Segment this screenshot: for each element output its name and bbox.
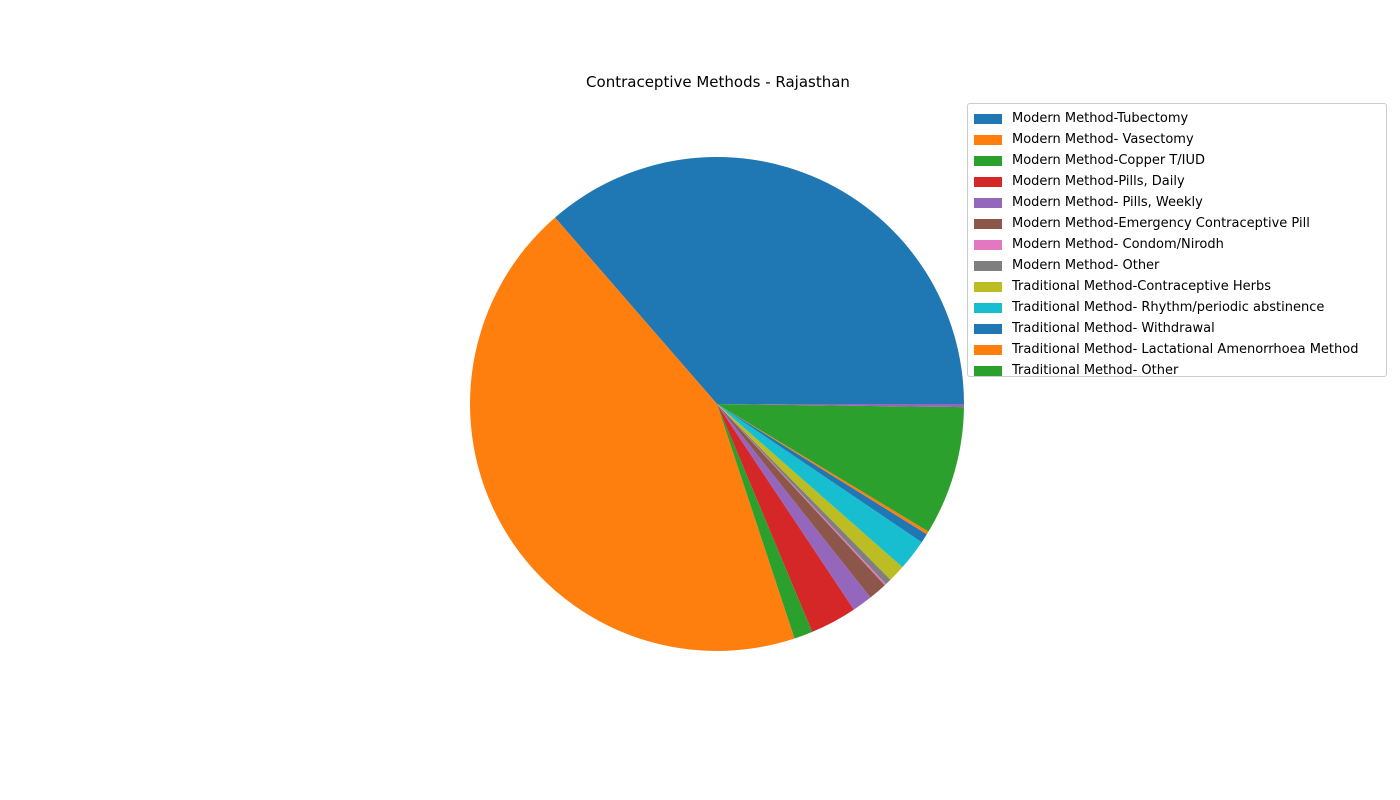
legend-item: Traditional Method- Other [974, 360, 1386, 381]
legend-item: Modern Method-Tubectomy [974, 108, 1386, 129]
legend-item: Modern Method-Copper T/IUD [974, 150, 1386, 171]
legend-item: Traditional Method-Contraceptive Herbs [974, 276, 1386, 297]
legend-label: Modern Method-Pills, Daily [1012, 174, 1185, 189]
legend-label: Modern Method-Copper T/IUD [1012, 153, 1206, 168]
legend-item: Modern Method-Emergency Contraceptive Pi… [974, 213, 1386, 234]
pie-slice-10 [717, 404, 927, 543]
legend-label: Traditional Method- Lactational Amenorrh… [1012, 342, 1359, 357]
legend-swatch [974, 260, 1002, 271]
pie-slice-7 [717, 404, 891, 585]
pie-slice-2 [717, 404, 813, 639]
legend-swatch [974, 176, 1002, 187]
pie-slice-13 [717, 404, 964, 408]
legend-swatch [974, 302, 1002, 313]
legend-label: Traditional Method- Withdrawal [1012, 321, 1215, 336]
legend-item: Traditional Method- Lactational Amenorrh… [974, 339, 1386, 360]
pie-slice-9 [717, 404, 922, 568]
legend-swatch [974, 344, 1002, 355]
legend-swatch [974, 239, 1002, 250]
legend-item: Modern Method- Other [974, 255, 1386, 276]
legend-item: Modern Method-Pills, Daily [974, 171, 1386, 192]
legend: Modern Method-Tubectomy Modern Method- Va… [967, 103, 1387, 378]
pie-slice-11 [717, 404, 929, 535]
legend-label: Traditional Method- Rhythm/periodic abst… [1012, 300, 1325, 315]
pie-slice-5 [717, 404, 885, 598]
pie-slice-6 [717, 404, 886, 586]
legend-label: Modern Method- Pills, Weekly [1012, 195, 1203, 210]
legend-swatch [974, 134, 1002, 145]
legend-label: Modern Method- Vasectomy [1012, 132, 1194, 147]
legend-item: Modern Method- Pills, Weekly [974, 192, 1386, 213]
pie-slice-3 [717, 404, 854, 632]
legend-label: Modern Method- Condom/Nirodh [1012, 237, 1224, 252]
legend-swatch [974, 113, 1002, 124]
legend-swatch [974, 323, 1002, 334]
legend-swatch [974, 155, 1002, 166]
legend-item: Traditional Method- Withdrawal [974, 318, 1386, 339]
pie-slice-8 [717, 404, 903, 580]
legend-swatch [974, 197, 1002, 208]
legend-label: Modern Method-Emergency Contraceptive Pi… [1012, 216, 1310, 231]
legend-item: Modern Method- Vasectomy [974, 129, 1386, 150]
legend-item: Traditional Method- Rhythm/periodic abst… [974, 297, 1386, 318]
pie-slice-12 [717, 404, 964, 532]
legend-label: Traditional Method-Contraceptive Herbs [1012, 279, 1272, 294]
legend-label: Modern Method- Other [1012, 258, 1160, 273]
chart-title: Contraceptive Methods - Rajasthan [586, 73, 850, 91]
legend-label: Modern Method-Tubectomy [1012, 111, 1189, 126]
legend-swatch [974, 218, 1002, 229]
legend-label: Traditional Method- Other [1012, 363, 1179, 378]
pie-slice-0 [555, 156, 964, 404]
pie-slice-1 [469, 217, 795, 652]
pie-slice-4 [717, 404, 871, 610]
legend-item: Modern Method- Condom/Nirodh [974, 234, 1386, 255]
legend-swatch [974, 365, 1002, 376]
legend-swatch [974, 281, 1002, 292]
